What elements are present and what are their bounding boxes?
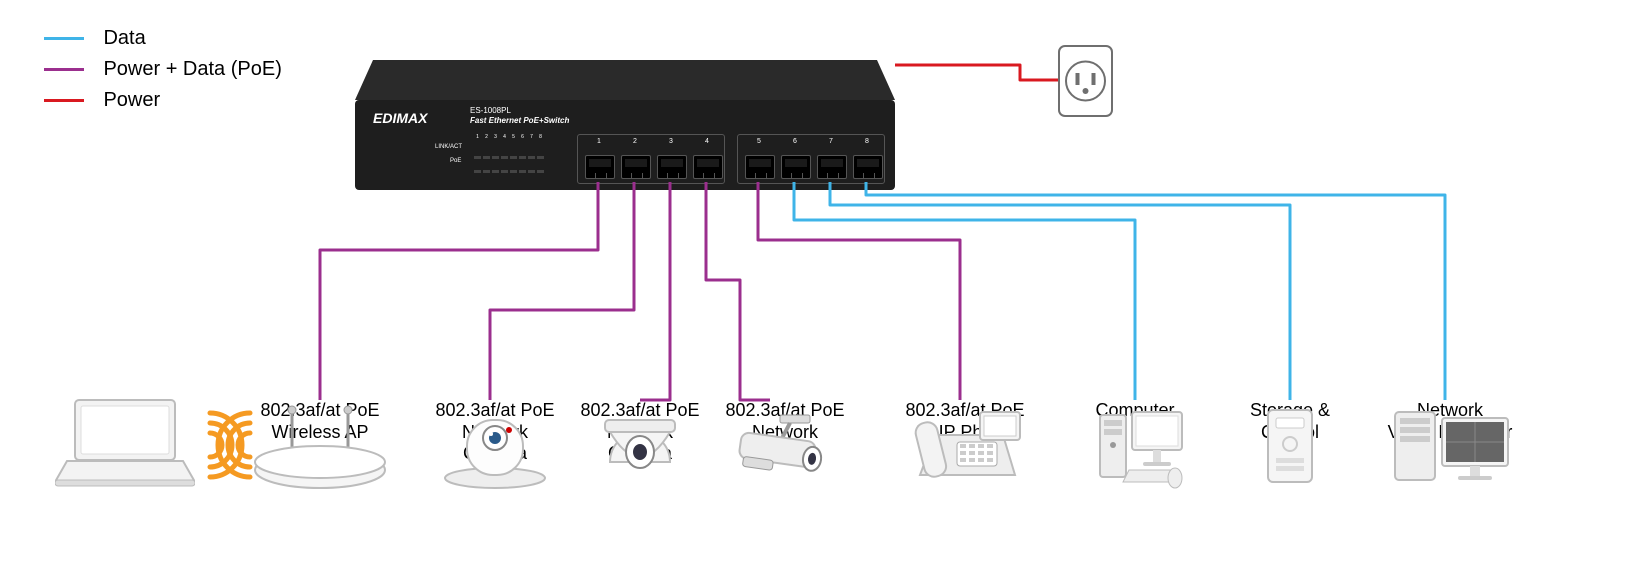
device-camera_ptz: 802.3af/at PoENetwork Camera	[430, 400, 560, 465]
device-label: Storage & Control	[1220, 400, 1360, 443]
legend-row-poe: Power + Data (PoE)	[44, 58, 282, 81]
device-label: NetworkVideo Recorder	[1375, 400, 1525, 443]
device-label: 802.3af/at PoENetwork Camera	[720, 400, 850, 465]
legend: Data Power + Data (PoE) Power	[44, 27, 282, 112]
device-label: 802.3af/at PoEVoIP Phone	[900, 400, 1030, 443]
device-camera_dome: 802.3af/at PoENetwork Camera	[575, 400, 705, 465]
legend-swatch-power	[44, 99, 84, 102]
device-label: 802.3af/at PoENetwork Camera	[575, 400, 705, 465]
device-computer: Computer	[1085, 400, 1185, 422]
legend-swatch-poe	[44, 68, 84, 71]
legend-row-power: Power	[44, 89, 282, 112]
device-storage: Storage & Control	[1220, 400, 1360, 443]
device-label: 802.3af/at PoEWireless AP	[250, 400, 390, 443]
device-nvr: NetworkVideo Recorder	[1375, 400, 1525, 443]
poe-switch: EDIMAXES-1008PLFast Ethernet PoE+SwitchL…	[355, 60, 895, 190]
device-ap: 802.3af/at PoEWireless AP	[250, 400, 390, 443]
device-label: 802.3af/at PoENetwork Camera	[430, 400, 560, 465]
device-camera_bullet: 802.3af/at PoENetwork Camera	[720, 400, 850, 465]
device-phone: 802.3af/at PoEVoIP Phone	[900, 400, 1030, 443]
legend-label: Power	[103, 89, 160, 111]
laptop-icon	[55, 398, 195, 488]
legend-row-data: Data	[44, 27, 282, 50]
legend-label: Power + Data (PoE)	[103, 58, 281, 80]
power-outlet-icon	[1058, 45, 1113, 117]
legend-swatch-data	[44, 37, 84, 40]
legend-label: Data	[103, 27, 145, 49]
device-label: Computer	[1085, 400, 1185, 422]
